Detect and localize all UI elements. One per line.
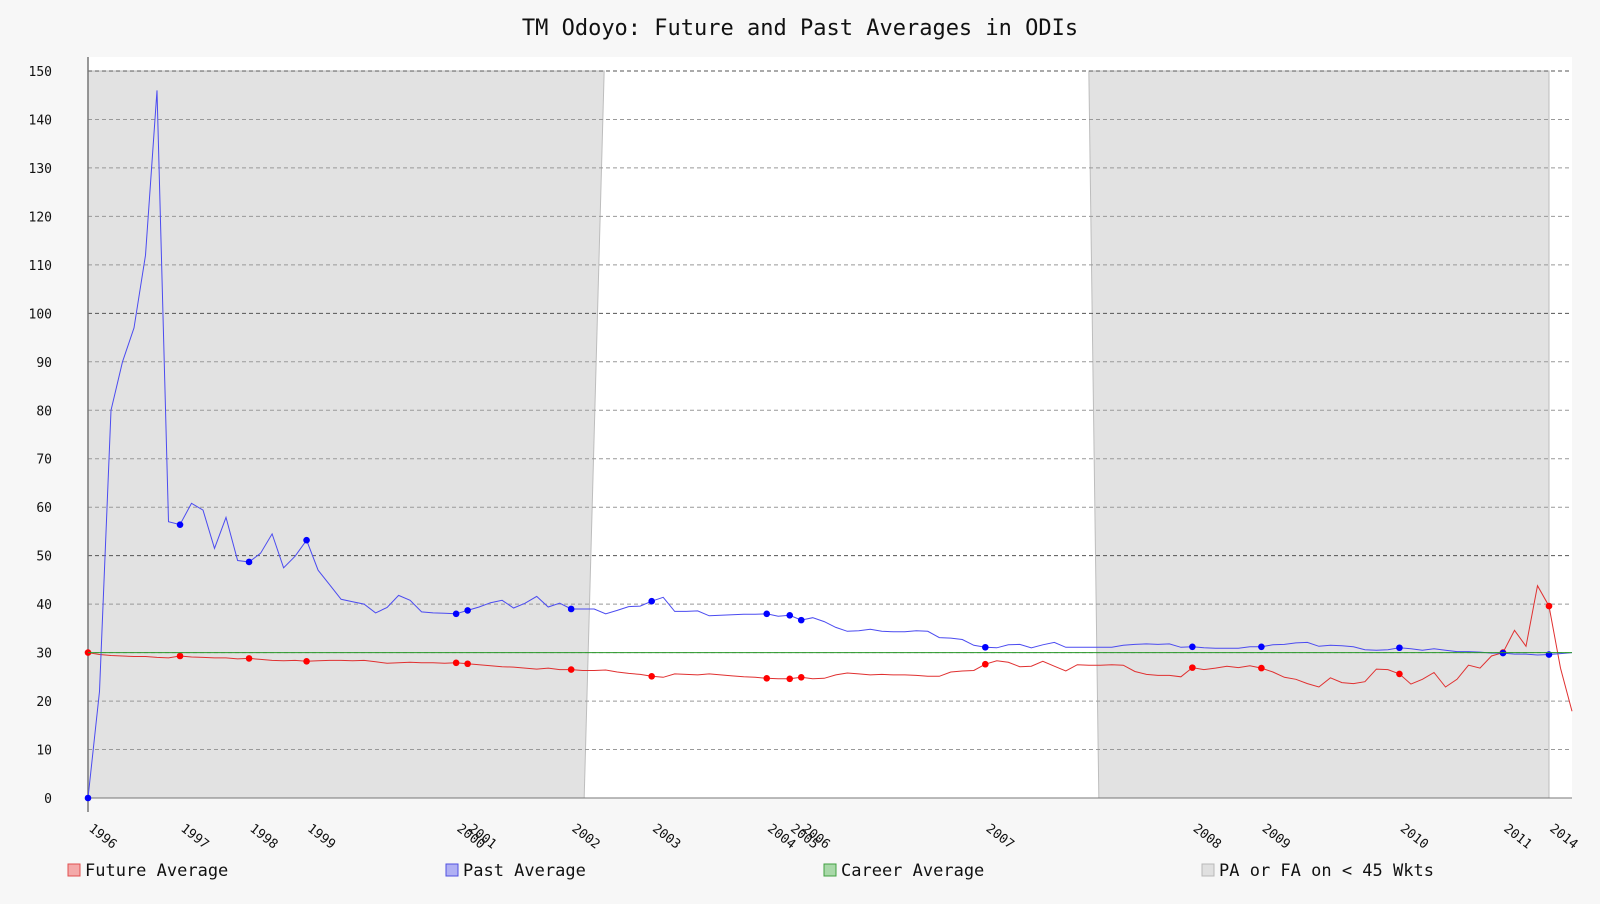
data-point-future-average: [303, 658, 310, 665]
data-point-future-average: [1396, 670, 1403, 678]
data-point-past-average: [176, 521, 184, 528]
data-point-past-average: [1396, 644, 1403, 652]
data-point-future-average: [464, 660, 471, 668]
data-point-future-average: [245, 655, 253, 662]
y-tick-label: 150: [29, 65, 52, 80]
y-tick-label: 70: [36, 453, 52, 468]
data-point-future-average: [1258, 664, 1265, 672]
y-tick-label: 50: [36, 550, 52, 565]
data-point-future-average: [648, 673, 655, 680]
legend-label: Career Average: [841, 861, 984, 881]
legend-swatch: [67, 863, 81, 877]
legend-label: Past Average: [463, 861, 586, 881]
y-tick-label: 10: [36, 744, 52, 759]
shaded-region: [87, 70, 605, 799]
y-tick-label: 80: [36, 404, 52, 419]
data-point-past-average: [1258, 643, 1265, 651]
data-point-future-average: [763, 674, 771, 682]
data-point-past-average: [303, 536, 310, 544]
y-tick-label: 120: [29, 210, 52, 225]
y-tick-label: 20: [36, 695, 52, 710]
chart-title: TM Odoyo: Future and Past Averages in OD…: [522, 16, 1078, 41]
legend-swatch: [1201, 863, 1215, 877]
data-point-past-average: [1189, 643, 1196, 651]
shaded-region: [1088, 70, 1550, 799]
y-tick-label: 100: [29, 307, 52, 322]
data-point-past-average: [84, 794, 92, 802]
y-tick-label: 60: [36, 501, 52, 516]
data-point-past-average: [763, 610, 771, 618]
y-tick-label: 110: [29, 259, 52, 274]
series-line-past-average: [87, 90, 1573, 799]
y-tick-label: 90: [36, 356, 52, 371]
data-point-future-average: [176, 652, 184, 660]
data-point-future-average: [786, 675, 794, 683]
series-line-future-average: [87, 584, 1573, 712]
data-point-future-average: [1189, 664, 1196, 671]
data-point-future-average: [982, 660, 989, 668]
data-point-past-average: [797, 616, 805, 624]
legend: Future Average Past Average Career Average…: [67, 861, 1434, 881]
y-tick-label: 30: [36, 647, 52, 662]
y-tick-label: 0: [44, 792, 52, 807]
legend-swatch: [823, 863, 837, 877]
data-point-future-average: [452, 659, 460, 667]
legend-swatch: [445, 863, 459, 877]
data-point-past-average: [464, 607, 471, 614]
data-point-past-average: [786, 611, 794, 619]
data-point-past-average: [245, 558, 253, 566]
data-point-past-average: [648, 597, 655, 605]
plot-area: 0102030405060708090100110120130140150199…: [29, 57, 1581, 853]
data-point-future-average: [797, 674, 805, 681]
data-point-past-average: [452, 610, 460, 618]
legend-label: PA or FA on < 45 Wkts: [1219, 861, 1434, 881]
data-point-past-average: [567, 605, 575, 613]
y-tick-label: 40: [36, 598, 52, 613]
data-point-future-average: [1545, 602, 1553, 610]
y-tick-label: 140: [29, 113, 52, 128]
data-point-future-average: [567, 666, 575, 673]
y-tick-label: 130: [29, 162, 52, 177]
data-point-past-average: [982, 643, 989, 651]
legend-label: Future Average: [85, 861, 228, 881]
